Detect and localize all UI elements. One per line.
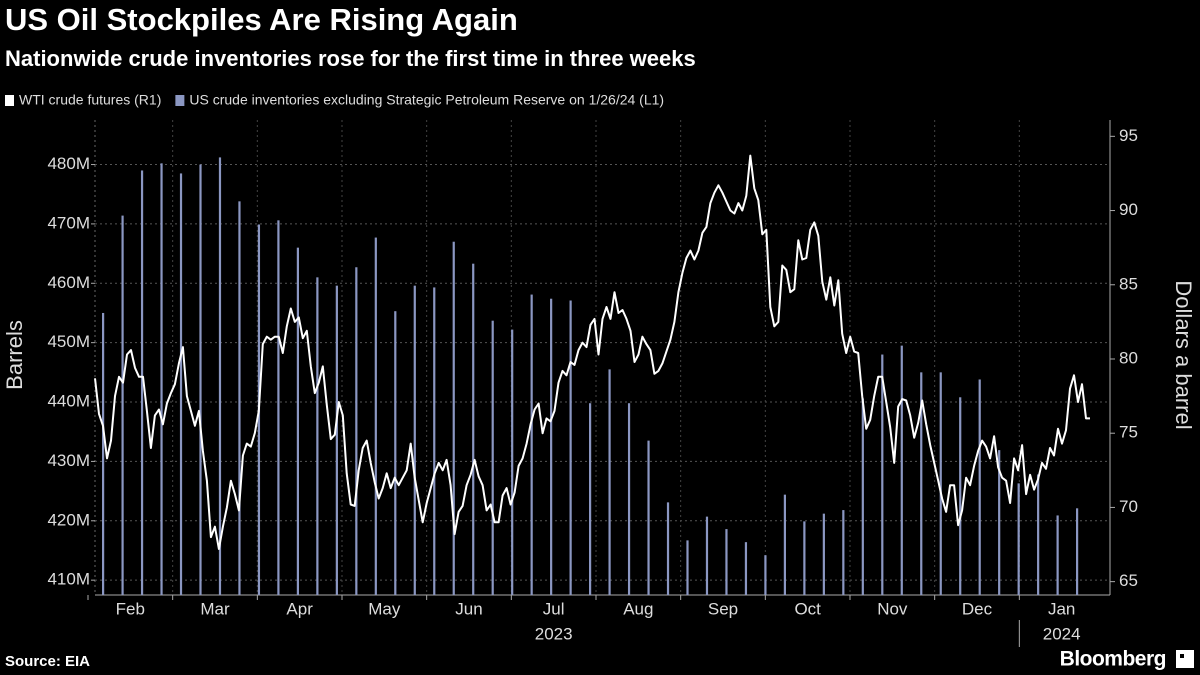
bar — [1076, 508, 1079, 595]
bar — [744, 542, 748, 595]
bar — [803, 521, 806, 595]
chart-title: US Oil Stockpiles Are Rising Again — [5, 2, 518, 37]
bar — [861, 398, 864, 595]
y-tick-label: 460M — [47, 273, 90, 292]
y2-tick-label: 95 — [1119, 126, 1138, 145]
bar — [881, 354, 884, 595]
bar — [277, 220, 280, 595]
bar — [511, 329, 514, 595]
bar — [978, 379, 981, 595]
bar — [589, 403, 592, 595]
bar — [335, 285, 338, 595]
x-tick-label: May — [368, 599, 401, 618]
y2-tick-label: 80 — [1119, 348, 1138, 367]
bar — [218, 157, 222, 595]
bar — [998, 450, 1001, 595]
x-tick-label: Sep — [708, 599, 738, 618]
x-tick-label: Apr — [286, 599, 313, 618]
bar — [121, 215, 124, 595]
bar — [764, 555, 767, 595]
brand-icon-dot — [1180, 654, 1184, 658]
bar — [1056, 515, 1059, 595]
y-tick-label: 470M — [47, 213, 90, 232]
y-tick-label: 410M — [47, 570, 90, 589]
bar — [569, 300, 572, 595]
bar — [296, 247, 299, 595]
x-tick-label: Jul — [543, 599, 565, 618]
bar — [179, 173, 183, 595]
bar — [608, 369, 611, 595]
y-tick-label: 480M — [47, 154, 90, 173]
y2-tick-label: 85 — [1119, 274, 1138, 293]
year-label: 2023 — [535, 624, 573, 643]
bar — [355, 267, 358, 595]
bar — [472, 263, 475, 595]
bar — [452, 241, 455, 595]
y2-tick-label: 65 — [1119, 571, 1138, 590]
bar — [140, 170, 144, 595]
line — [94, 154, 1090, 550]
bar — [705, 516, 709, 595]
bar — [627, 403, 631, 595]
bar — [666, 502, 670, 595]
y2-tick-label: 70 — [1119, 497, 1138, 516]
bar — [413, 285, 416, 595]
bar — [374, 237, 377, 595]
x-tick-label: Oct — [794, 599, 821, 618]
bar — [394, 311, 397, 595]
bar — [686, 540, 689, 595]
y-axis-title: Barrels — [2, 320, 27, 390]
brand: Bloomberg — [1060, 648, 1166, 671]
bar — [939, 372, 942, 595]
bar — [160, 163, 163, 595]
bar — [647, 440, 650, 595]
x-tick-label: Aug — [623, 599, 653, 618]
legend-swatch — [175, 95, 185, 106]
y-tick-label: 450M — [47, 332, 90, 351]
year-label: 2024 — [1043, 624, 1081, 643]
bar — [725, 529, 728, 595]
brand-icon — [1176, 650, 1194, 668]
bar — [783, 494, 786, 595]
x-tick-label: Nov — [877, 599, 908, 618]
bar — [102, 312, 105, 595]
bar — [920, 372, 923, 595]
legend-swatch — [5, 95, 14, 106]
bar — [491, 320, 494, 595]
chart-subtitle: Nationwide crude inventories rose for th… — [5, 46, 696, 71]
bar — [433, 287, 436, 595]
x-tick-label: Jun — [455, 599, 482, 618]
bar — [530, 294, 533, 595]
bar — [550, 298, 553, 595]
x-tick-label: Mar — [200, 599, 230, 618]
y2-tick-label: 90 — [1119, 200, 1138, 219]
bar — [199, 164, 202, 595]
y2-axis-title: Dollars a barrel — [1171, 280, 1196, 429]
bar — [959, 397, 962, 595]
y-tick-label: 440M — [47, 392, 90, 411]
bar — [842, 510, 845, 595]
bar — [900, 345, 903, 595]
bar — [1037, 474, 1040, 595]
legend-label: US crude inventories excluding Strategic… — [189, 92, 664, 108]
bar — [238, 201, 241, 595]
y-tick-label: 430M — [47, 451, 90, 470]
bar — [316, 277, 319, 595]
x-tick-label: Jan — [1048, 599, 1075, 618]
y2-tick-label: 75 — [1119, 423, 1138, 442]
legend-label: WTI crude futures (R1) — [19, 92, 161, 108]
source: Source: EIA — [5, 653, 90, 670]
bar — [822, 513, 825, 595]
x-tick-label: Dec — [962, 599, 993, 618]
x-tick-label: Feb — [116, 599, 145, 618]
bar — [1017, 483, 1020, 595]
y-tick-label: 420M — [47, 510, 90, 529]
